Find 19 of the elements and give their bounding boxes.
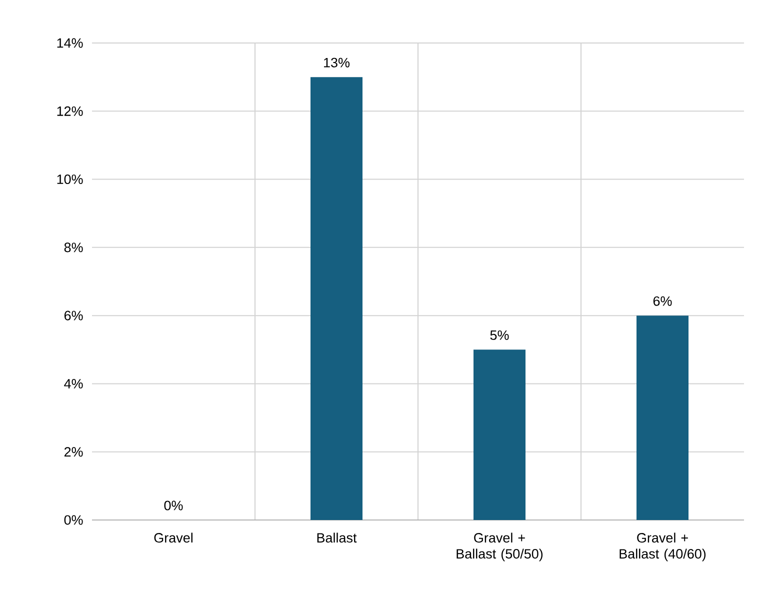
x-tick-label: Gravel + Ballast (50/50)	[456, 532, 543, 562]
bar	[636, 316, 689, 520]
y-tick-label: 4%	[64, 379, 83, 388]
y-tick-label: 2%	[64, 447, 83, 457]
bar	[474, 350, 526, 520]
y-tick-label: 10%	[57, 174, 83, 184]
y-tick-label: 0%	[64, 515, 83, 525]
y-tick-label: 12%	[57, 106, 83, 116]
x-tick-label: Gravel + Ballast (40/60)	[620, 532, 706, 562]
y-tick-label: 6%	[64, 310, 83, 320]
data-label: 6%	[653, 296, 672, 306]
data-label: 5%	[490, 330, 509, 340]
x-tick-label: Ballast	[317, 532, 357, 543]
x-tick-label: Gravel	[154, 532, 192, 543]
bar	[310, 77, 363, 520]
y-tick-label: 14%	[57, 38, 83, 48]
y-tick-label: 8%	[64, 242, 83, 252]
data-label: 0%	[164, 500, 183, 510]
data-label: 13%	[324, 58, 350, 68]
